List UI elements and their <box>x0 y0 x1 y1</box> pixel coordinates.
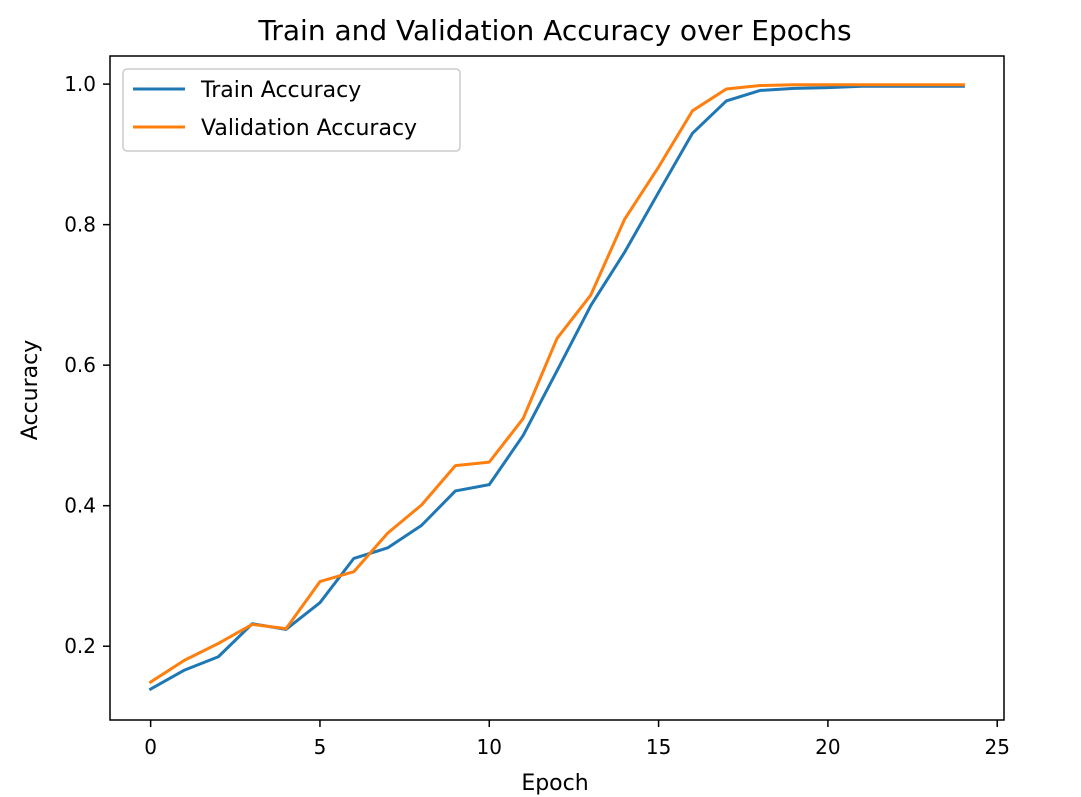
chart-title: Train and Validation Accuracy over Epoch… <box>257 14 851 47</box>
y-tick-label: 0.6 <box>64 353 96 377</box>
plot-background <box>110 56 1004 720</box>
legend-label-train-accuracy: Train Accuracy <box>200 78 361 103</box>
y-tick-label: 0.8 <box>64 213 96 237</box>
x-tick-label: 15 <box>646 735 671 759</box>
y-tick-label: 1.0 <box>64 72 96 96</box>
y-tick-label: 0.4 <box>64 494 96 518</box>
x-tick-label: 5 <box>314 735 327 759</box>
x-tick-label: 10 <box>477 735 502 759</box>
series-line-validation-accuracy <box>148 83 965 685</box>
x-axis-label: Epoch <box>521 771 588 796</box>
x-tick-label: 20 <box>815 735 840 759</box>
series-layer <box>148 83 965 692</box>
x-tick-label: 0 <box>144 735 157 759</box>
legend-box <box>122 68 461 152</box>
legend: Train Accuracy Validation Accuracy <box>122 68 461 152</box>
plot-area <box>110 56 1004 720</box>
axes-frame <box>109 55 1005 721</box>
x-tick-label: 25 <box>985 735 1010 759</box>
legend-label-validation-accuracy: Validation Accuracy <box>201 116 417 141</box>
y-axis-label: Accuracy <box>18 340 43 440</box>
y-tick-label: 0.2 <box>64 634 96 658</box>
axes-layer: 0 5 10 15 20 25 0.2 0.4 0.6 0.8 1.0 <box>64 55 1010 759</box>
